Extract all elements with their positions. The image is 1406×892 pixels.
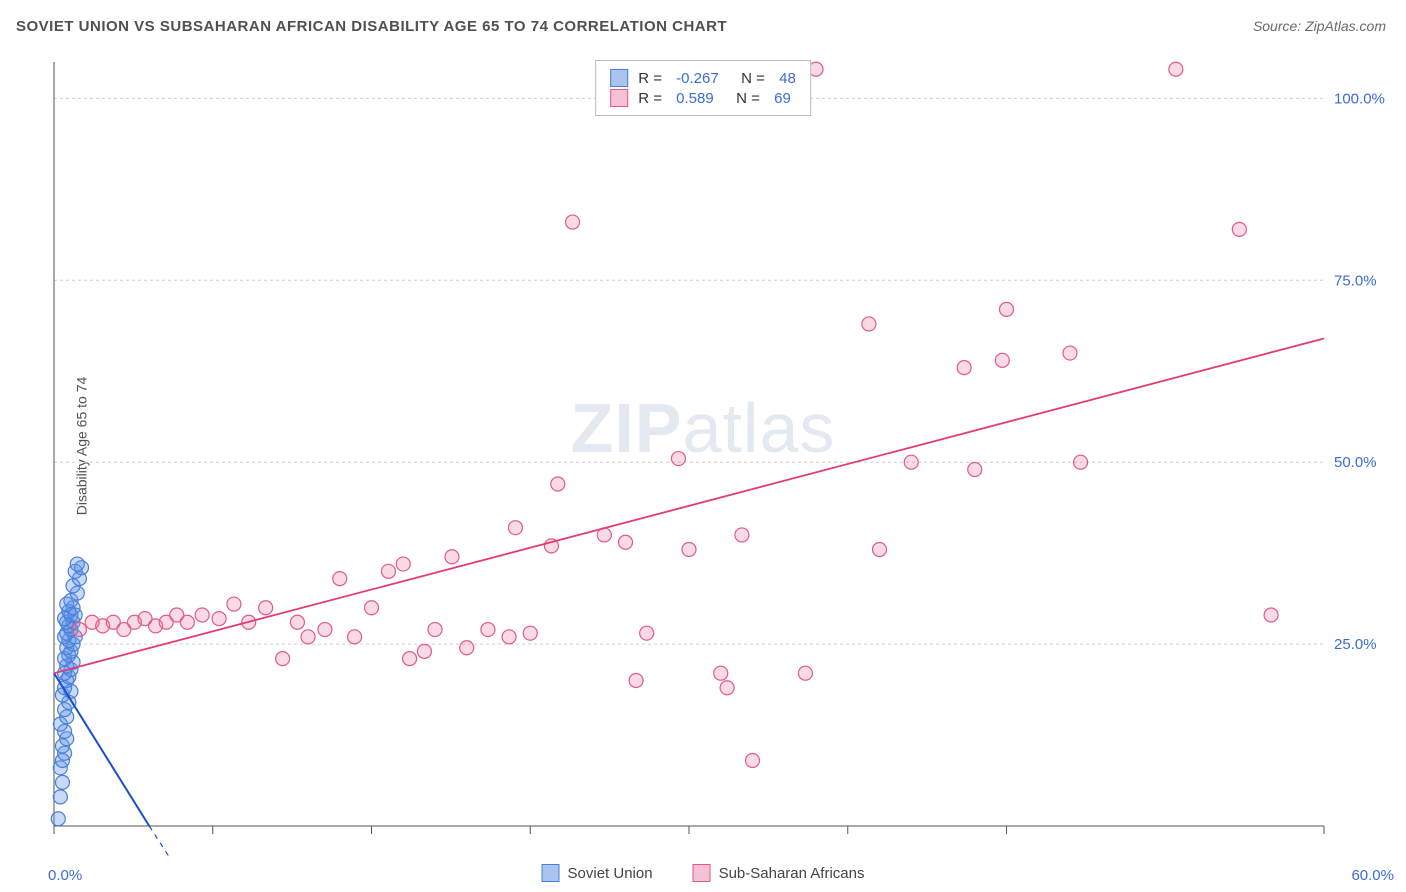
data-point [381,564,395,578]
legend-label: Soviet Union [568,865,653,882]
legend-swatch [610,89,628,107]
data-point [227,597,241,611]
data-point [862,317,876,331]
data-point [53,790,67,804]
data-point [1169,62,1183,76]
data-point [523,626,537,640]
correlation-legend: R = -0.267 N = 48 R = 0.589 N = 69 [595,60,811,116]
data-point [508,521,522,535]
data-point [301,630,315,644]
data-point [70,557,84,571]
data-point [365,601,379,615]
legend-swatch [693,864,711,882]
data-point [51,812,65,826]
data-point [551,477,565,491]
data-point [968,462,982,476]
data-point [502,630,516,644]
legend-row: R = 0.589 N = 69 [610,89,796,107]
data-point [1000,302,1014,316]
series-legend: Soviet Union Sub-Saharan Africans [542,864,865,882]
data-point [682,543,696,557]
data-point [333,572,347,586]
data-point [212,612,226,626]
svg-text:75.0%: 75.0% [1334,272,1377,289]
svg-text:100.0%: 100.0% [1334,90,1385,107]
data-point [720,681,734,695]
legend-swatch [542,864,560,882]
data-point [735,528,749,542]
data-point [259,601,273,615]
data-point [460,641,474,655]
data-point [428,623,442,637]
data-point [798,666,812,680]
data-point [417,644,431,658]
legend-swatch [610,69,628,87]
legend-row: R = -0.267 N = 48 [610,69,796,87]
source-label: Source: ZipAtlas.com [1253,18,1386,34]
data-point [403,652,417,666]
svg-text:50.0%: 50.0% [1334,454,1377,471]
data-point [957,361,971,375]
series-legend-item: Sub-Saharan Africans [693,864,865,882]
data-point [195,608,209,622]
data-point [1074,455,1088,469]
chart-title: SOVIET UNION VS SUBSAHARAN AFRICAN DISAB… [16,18,727,35]
data-point [481,623,495,637]
data-point [746,754,760,768]
data-point [566,215,580,229]
scatter-plot: 25.0% 50.0% 75.0% 100.0% [46,56,1386,856]
data-point [1264,608,1278,622]
data-point [714,666,728,680]
x-max-label: 60.0% [1351,867,1394,884]
legend-label: Sub-Saharan Africans [719,865,865,882]
data-point [318,623,332,637]
data-point [873,543,887,557]
data-point [1232,222,1246,236]
data-point [445,550,459,564]
data-point [671,452,685,466]
data-point [619,535,633,549]
chart-container: SOVIET UNION VS SUBSAHARAN AFRICAN DISAB… [0,0,1406,892]
data-point [396,557,410,571]
data-point [290,615,304,629]
data-point [629,673,643,687]
trend-line-ext [149,826,191,856]
svg-text:25.0%: 25.0% [1334,636,1377,653]
data-point [276,652,290,666]
data-point [640,626,654,640]
data-point [1063,346,1077,360]
data-point [809,62,823,76]
data-point [180,615,194,629]
data-point [904,455,918,469]
data-point [348,630,362,644]
trend-line [54,338,1324,673]
data-point [995,353,1009,367]
data-point [55,775,69,789]
x-min-label: 0.0% [48,867,82,884]
series-legend-item: Soviet Union [542,864,653,882]
data-point [72,623,86,637]
